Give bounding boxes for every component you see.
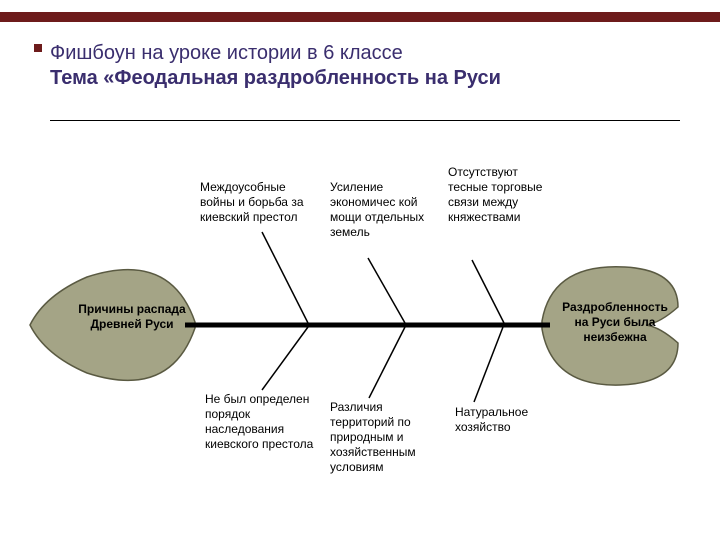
bone-top-1-label: Междоусобные войны и борьба за киевский …	[200, 180, 315, 225]
title-line2: Тема «Феодальная раздробленность на Руси	[50, 67, 670, 90]
fishbone-diagram: Причины распада Древней Руси Раздробленн…	[0, 140, 720, 520]
bullet-icon	[34, 44, 42, 52]
bone-bottom-1-label: Не был определен порядок наследования ки…	[205, 392, 320, 452]
fish-tail-label: Раздробленность на Руси была неизбежна	[555, 300, 675, 345]
bone-top-3-label: Отсутствуют тесные торговые связи между …	[448, 165, 558, 225]
bone-top-2-label: Усиление экономичес кой мощи отдельных з…	[330, 180, 425, 240]
fish-head-label: Причины распада Древней Руси	[72, 302, 192, 332]
bone-bottom-3-label: Натуральное хозяйство	[455, 405, 555, 435]
title-block: Фишбоун на уроке истории в 6 классе Тема…	[50, 42, 670, 90]
bone-bottom-2-label: Различия территорий по природным и хозяй…	[330, 400, 440, 475]
top-accent-bar	[0, 12, 720, 22]
slide: Фишбоун на уроке истории в 6 классе Тема…	[0, 0, 720, 540]
title-divider	[50, 120, 680, 121]
title-line1: Фишбоун на уроке истории в 6 классе	[50, 42, 670, 65]
